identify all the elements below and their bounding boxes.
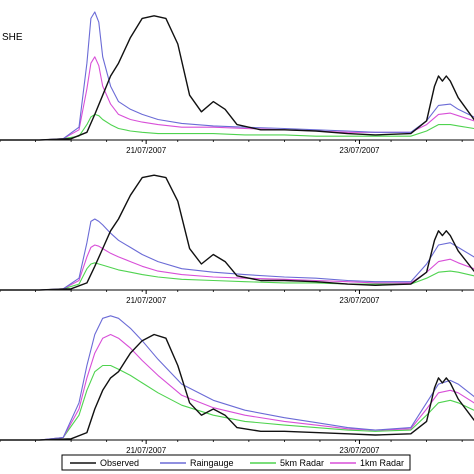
series-line-5km-radar	[0, 364, 474, 441]
x-tick-label: 21/07/2007	[126, 446, 167, 455]
legend-label: 5km Radar	[280, 458, 324, 468]
series-line-raingauge	[0, 218, 474, 291]
legend-label: Observed	[100, 458, 139, 468]
x-tick-label: 23/07/2007	[339, 446, 380, 455]
series-line-observed	[0, 174, 474, 291]
legend-label: 1km Radar	[360, 458, 404, 468]
series-line-1km-radar	[0, 244, 474, 291]
x-tick-label: 21/07/2007	[126, 146, 167, 155]
series-line-5km-radar	[0, 113, 474, 141]
legend-box	[61, 454, 411, 471]
x-tick-label: 21/07/2007	[126, 296, 167, 305]
series-line-raingauge	[0, 315, 474, 441]
series-line-observed	[0, 333, 474, 441]
series-line-observed	[0, 15, 474, 141]
panel-label: SHE	[2, 32, 23, 43]
x-tick-label: 23/07/2007	[339, 296, 380, 305]
series-line-5km-radar	[0, 262, 474, 291]
series-line-1km-radar	[0, 333, 474, 441]
series-line-raingauge	[0, 11, 474, 141]
series-line-1km-radar	[0, 56, 474, 141]
legend: Observed Raingauge 5km Radar 1km Radar	[61, 454, 411, 471]
x-tick-label: 23/07/2007	[339, 146, 380, 155]
legend-label: Raingauge	[190, 458, 234, 468]
panels: 21/07/200723/07/200725/07/2007SHE21/07/2…	[0, 11, 474, 455]
